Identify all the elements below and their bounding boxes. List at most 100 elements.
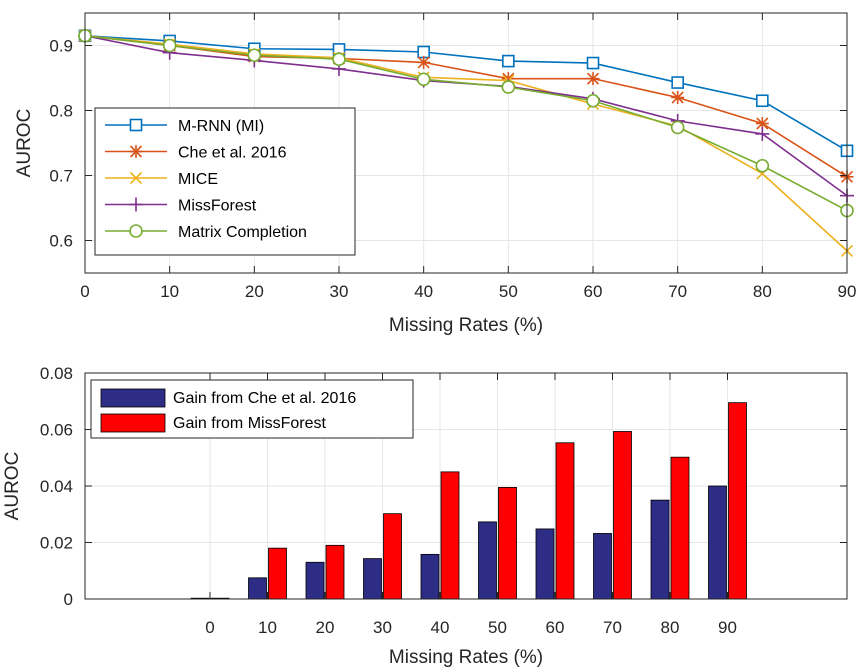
bar-chart-x-tick-label: 0 — [205, 618, 214, 637]
legend-entry: MissForest — [105, 197, 257, 215]
bar-chart-x-tick-label: 20 — [316, 618, 335, 637]
line-chart-x-tick-label: 60 — [584, 282, 603, 301]
legend-label: MissForest — [178, 198, 257, 215]
data-point-marker — [502, 54, 515, 68]
line-chart: 0 10 20 30 40 50 60 70 80 90 0.6 0.7 0.8 0.9 Missing … — [14, 12, 856, 336]
data-point-marker — [755, 158, 770, 173]
line-chart-x-tick-label: 20 — [245, 282, 264, 301]
bar-chart-legend: Gain from Che et al. 2016 Gain from MissF… — [90, 379, 414, 439]
bar-chart-y-tick-label: 0 — [64, 590, 73, 609]
bar — [650, 499, 670, 600]
data-point-marker — [586, 72, 600, 86]
legend-label: M-RNN (MI) — [178, 118, 264, 135]
line-chart-x-tick-label: 40 — [414, 282, 433, 301]
legend-entry: Gain from MissForest — [100, 413, 326, 433]
line-chart-x-tick-label: 50 — [499, 282, 518, 301]
line-chart-y-tick-label: 0.8 — [49, 102, 73, 121]
data-point-marker — [670, 120, 685, 135]
line-chart-y-tick-label: 0.6 — [49, 232, 73, 251]
bar — [593, 533, 612, 600]
data-point-marker — [756, 94, 769, 108]
bar-chart-x-axis-title: Missing Rates (%) — [389, 647, 543, 668]
line-chart-x-tick-label: 90 — [838, 282, 857, 301]
data-point-marker — [247, 48, 262, 63]
data-point-marker — [332, 52, 346, 66]
data-point-marker — [417, 45, 430, 59]
bar-chart-y-tick-label: 0.08 — [40, 364, 73, 383]
legend-swatch-marker — [129, 145, 143, 158]
legend-entry: M-RNN (MI) — [105, 118, 264, 135]
legend-entry: Gain from Che et al. 2016 — [100, 388, 356, 408]
bar — [440, 471, 460, 600]
bar — [478, 521, 497, 600]
legend-label: Matrix Completion — [178, 224, 307, 241]
line-chart-series — [78, 28, 854, 257]
bar — [305, 561, 325, 600]
legend-entry: Matrix Completion — [105, 224, 307, 241]
bar-chart-x-tick-label: 60 — [546, 618, 565, 637]
line-chart-x-axis-title: Missing Rates (%) — [389, 315, 543, 336]
data-point-marker — [586, 93, 600, 108]
legend-swatch-marker — [129, 171, 143, 185]
data-point-marker — [586, 56, 600, 70]
series-4 — [78, 28, 854, 218]
series-line — [84, 34, 848, 152]
line-chart-legend: M-RNN (MI) Che et al. 2016 MICE MissForest M… — [94, 107, 356, 256]
line-chart-x-tick-label: 30 — [330, 282, 349, 301]
bar — [498, 487, 517, 600]
bar-chart-y-axis-title: AUROC — [2, 452, 23, 521]
bar-chart-x-tick-label: 40 — [431, 618, 450, 637]
data-point-marker — [162, 38, 177, 53]
bar-chart-y-tick-label: 0.06 — [40, 421, 73, 440]
bar — [325, 544, 345, 600]
line-chart-x-tick-label: 70 — [668, 282, 687, 301]
bar-chart-x-tick-label: 80 — [661, 618, 680, 637]
data-point-marker — [671, 76, 684, 89]
bar — [670, 456, 690, 600]
bar-chart-x-tick-label: 50 — [488, 618, 507, 637]
bar-chart-x-tick-label: 10 — [258, 618, 277, 637]
legend-swatch-marker — [129, 224, 143, 238]
legend-swatch-marker — [129, 197, 143, 212]
line-chart-y-tick-label: 0.9 — [49, 37, 73, 56]
line-chart-y-tick-label: 0.7 — [49, 167, 73, 186]
legend-entry: MICE — [105, 171, 218, 188]
line-chart-axes-box — [84, 12, 848, 274]
data-point-marker — [671, 91, 685, 104]
data-point-marker — [416, 72, 431, 87]
bar-chart: 0 10 20 30 40 50 60 70 80 90 0 0.02 0.04 0.06 0.08 Mis… — [2, 364, 848, 668]
bar-chart-x-tick-label: 30 — [373, 618, 392, 637]
legend-swatch — [100, 413, 166, 433]
legend-swatch-marker — [129, 118, 143, 132]
series-line — [84, 34, 848, 252]
bar — [555, 442, 575, 600]
bar-chart-ticks: 0 10 20 30 40 50 60 70 80 90 0 0.02 0.04 0.06 0.08 — [40, 364, 847, 637]
bar — [420, 553, 440, 600]
bar-series-0 — [190, 485, 727, 600]
line-chart-ticks: 0 10 20 30 40 50 60 70 80 90 0.6 0.7 0.8 0.9 — [49, 13, 856, 301]
line-chart-y-axis-title: AUROC — [14, 109, 35, 178]
data-point-marker — [755, 126, 770, 141]
bar — [613, 431, 632, 600]
bar — [535, 528, 555, 600]
legend-entry: Che et al. 2016 — [105, 145, 287, 162]
legend-label: Gain from MissForest — [173, 415, 326, 432]
bar — [383, 513, 402, 600]
data-point-marker — [501, 80, 516, 94]
data-point-marker — [417, 55, 431, 69]
bar — [708, 485, 727, 600]
bar — [268, 547, 287, 600]
bar-chart-y-tick-label: 0.02 — [40, 534, 73, 553]
legend-swatch — [100, 388, 166, 408]
bar — [728, 402, 747, 600]
line-chart-x-tick-label: 80 — [753, 282, 772, 301]
line-chart-x-tick-label: 0 — [80, 282, 89, 301]
legend-label: Che et al. 2016 — [178, 145, 287, 162]
bar — [363, 558, 382, 600]
legend-label: Gain from Che et al. 2016 — [173, 390, 356, 407]
legend-label: MICE — [178, 171, 218, 188]
series-line — [84, 34, 848, 212]
bar — [248, 577, 267, 600]
bar-chart-y-tick-label: 0.04 — [40, 477, 73, 496]
